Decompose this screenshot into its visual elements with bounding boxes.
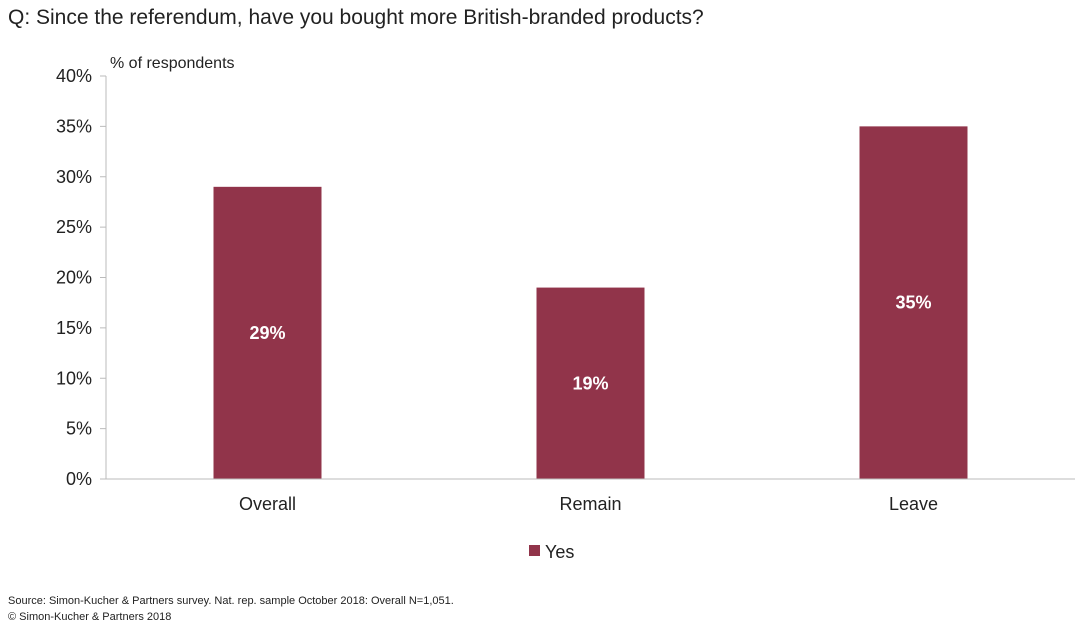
y-tick-label: 5% [66,419,92,439]
bar-overall [213,186,322,479]
legend-swatch [529,545,540,556]
bar-chart: 0% 5% 10% 15% 20% 25% 30% 35% 40% % of respondent… [56,55,1075,562]
data-label: 35% [895,293,931,313]
x-tick-label: Overall [239,494,296,514]
y-axis: 0% 5% 10% 15% 20% 25% 30% 35% 40% % of respondent… [56,55,235,489]
x-tick-label: Leave [889,494,938,514]
legend-label: Yes [545,542,574,562]
chart-title: Q: Since the referendum, have you bought… [8,6,704,29]
bars: 29% 19% 35% [213,126,968,479]
x-axis: Overall Remain Leave [106,478,1075,514]
x-tick-label: Remain [559,494,621,514]
y-tick-label: 30% [56,167,92,187]
data-label: 29% [249,323,285,343]
bar-leave [859,126,968,479]
source-note: Source: Simon-Kucher & Partners survey. … [8,595,454,607]
y-tick-label: 25% [56,217,92,237]
copyright-note: © Simon-Kucher & Partners 2018 [8,611,172,623]
y-tick-label: 40% [56,66,92,86]
y-tick-label: 35% [56,116,92,136]
y-tick-label: 20% [56,268,92,288]
data-label: 19% [572,373,608,393]
y-tick-label: 15% [56,318,92,338]
bar-remain [536,287,645,479]
y-tick-label: 0% [66,469,92,489]
y-axis-label: % of respondents [110,55,235,72]
y-tick-label: 10% [56,368,92,388]
legend: Yes [529,542,574,562]
